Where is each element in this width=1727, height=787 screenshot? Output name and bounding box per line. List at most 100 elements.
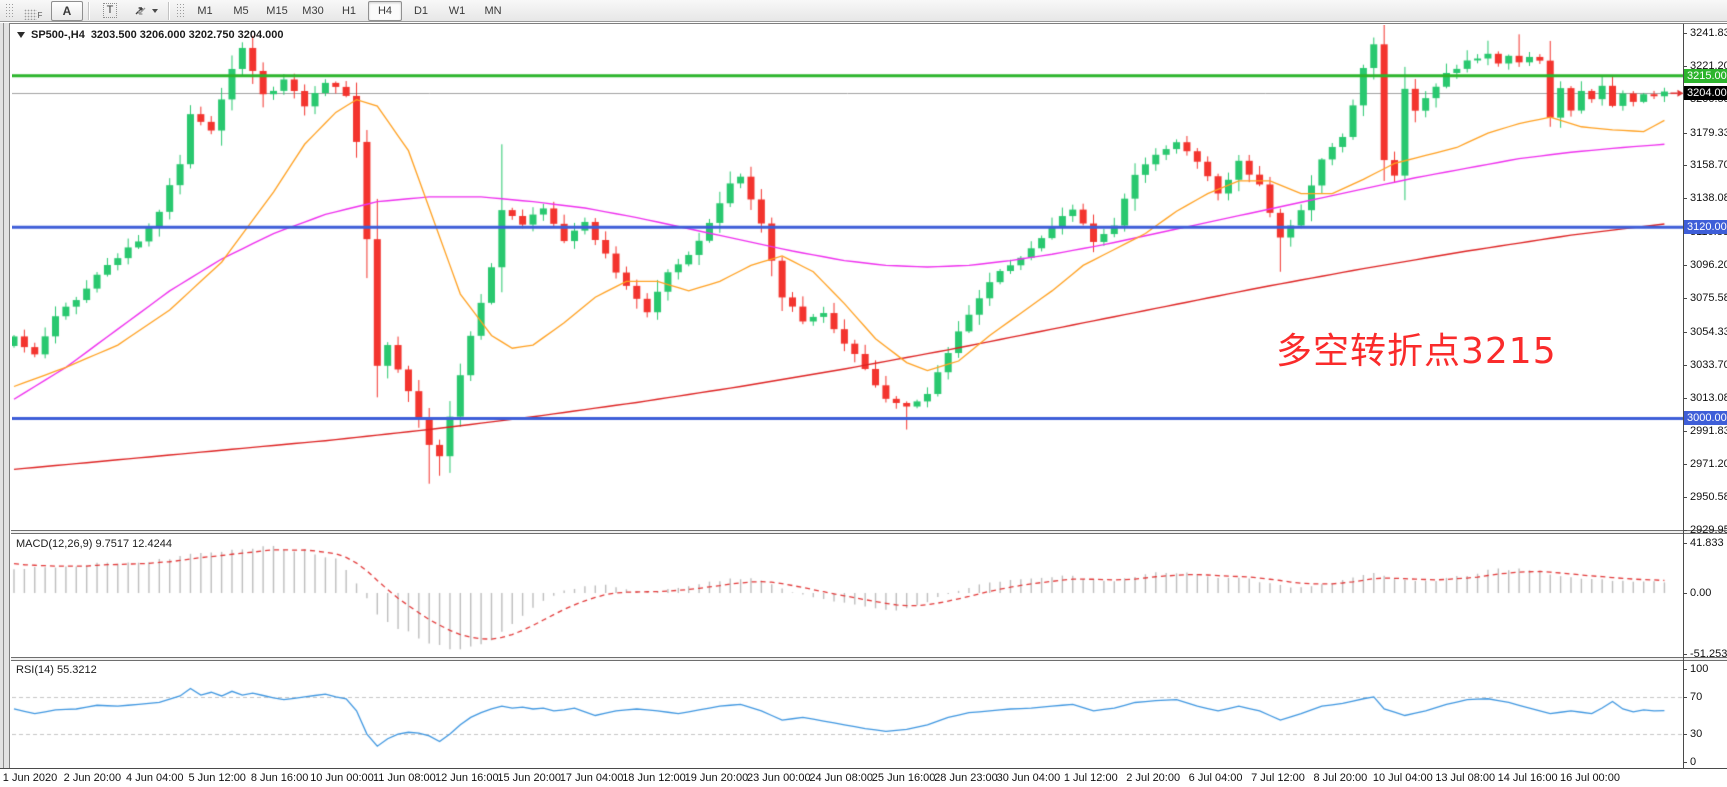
chart-annotation-text[interactable]: 多空转折点3215 (1276, 331, 1557, 372)
time-axis-label: 5 Jun 12:00 (188, 772, 246, 784)
price-tick-label: 3013.080 (1690, 392, 1727, 404)
time-axis-label: 28 Jun 23:00 (934, 772, 998, 784)
time-axis-label: 2 Jul 20:00 (1126, 772, 1181, 784)
top-toolbar: F A T M1 M5 M15 M30 H1 H4 D1 W1 MN (0, 0, 1727, 22)
price-badge-3204-000: 3204.000 (1684, 86, 1727, 100)
font-a-button[interactable]: A (51, 0, 83, 21)
toolbar-separator (88, 1, 89, 20)
time-axis-label: 7 Jul 12:00 (1251, 772, 1305, 784)
time-axis-label: 10 Jun 00:00 (310, 772, 374, 784)
time-axis-label: 1 Jul 12:00 (1063, 772, 1118, 784)
axis-tick (1683, 734, 1687, 735)
rsi-tick-label: 70 (1690, 691, 1703, 703)
time-axis-label: 17 Jun 04:00 (559, 772, 624, 784)
timeframe-h1[interactable]: H1 (341, 4, 357, 17)
axis-tick (1683, 543, 1687, 544)
ohlc-values: 3203.500 3206.000 3202.750 3204.000 (90, 29, 284, 41)
axis-tick (1683, 762, 1687, 763)
rsi-tick-label: 100 (1690, 663, 1709, 675)
axis-tick (1683, 398, 1687, 399)
time-axis-label: 12 Jun 16:00 (434, 772, 499, 784)
symbol-period-label: SP500-,H4 (31, 29, 85, 41)
window-bottom-border (0, 768, 1727, 769)
template-f-label: F (37, 10, 43, 20)
time-axis-label: 11 Jun 08:00 (372, 772, 436, 784)
macd-label: MACD(12,26,9) 9.7517 12.4244 (16, 538, 172, 550)
axis-tick (1683, 654, 1687, 655)
price-tick-label: 2971.205 (1690, 458, 1727, 470)
time-axis-label: 18 Jun 12:00 (622, 772, 686, 784)
rsi-indicator-canvas[interactable] (12, 661, 1683, 768)
axis-tick (1683, 464, 1687, 465)
timeframe-h4[interactable]: H4 (368, 0, 402, 21)
symbol-dropdown-icon[interactable] (17, 32, 25, 38)
axis-tick (1683, 66, 1687, 67)
axis-tick (1683, 497, 1687, 498)
time-axis-label: 30 Jun 04:00 (996, 772, 1061, 784)
objects-tool-button[interactable] (128, 1, 163, 21)
time-axis-label: 25 Jun 16:00 (871, 772, 936, 784)
window-left-gutter (0, 23, 10, 768)
time-axis-label: 1 Jun 2020 (2, 772, 58, 784)
axis-tick (1683, 198, 1687, 199)
macd-tick-label: 0.00 (1690, 587, 1712, 599)
timeframe-m15[interactable]: M15 (266, 4, 288, 17)
price-tick-label: 3096.205 (1690, 259, 1727, 271)
toolbar-separator (168, 1, 169, 20)
time-axis-label: 8 Jun 16:00 (250, 772, 309, 784)
time-axis-label: 6 Jul 04:00 (1188, 772, 1243, 784)
macd-tick-label: 41.833 (1690, 537, 1724, 549)
time-axis-label: 15 Jun 20:00 (497, 772, 561, 784)
price-badge-3120-000: 3120.000 (1684, 220, 1727, 234)
timeframe-mn[interactable]: MN (484, 4, 502, 17)
axis-tick (1683, 697, 1687, 698)
time-axis-label: 13 Jul 08:00 (1435, 772, 1496, 784)
toolbar-drag-handle[interactable] (5, 2, 13, 19)
time-axis-label: 8 Jul 20:00 (1313, 772, 1368, 784)
axis-tick (1683, 431, 1687, 432)
timeframe-m30[interactable]: M30 (302, 4, 324, 17)
timeframe-m1[interactable]: M1 (197, 4, 213, 17)
price-tick-label: 3158.705 (1690, 159, 1727, 171)
rsi-tick-label: 0 (1690, 756, 1697, 768)
macd-indicator-canvas[interactable] (12, 534, 1683, 657)
timeframe-toolbar: M1 M5 M15 M30 H1 H4 D1 W1 MN (187, 0, 511, 21)
rsi-label: RSI(14) 55.3212 (16, 664, 97, 676)
main-chart-canvas[interactable] (12, 25, 1683, 530)
template-button[interactable]: F (17, 1, 49, 21)
price-badge-3215-000: 3215.000 (1684, 69, 1727, 83)
axis-tick (1683, 332, 1687, 333)
panel-divider-main-macd[interactable] (11, 530, 1727, 534)
price-tick-label: 2929.955 (1690, 524, 1727, 536)
price-badge-3000-000: 3000.000 (1684, 411, 1727, 425)
double-arrow-icon (135, 6, 146, 15)
timeframe-d1[interactable]: D1 (413, 4, 429, 17)
time-axis-label: 2 Jun 20:00 (63, 772, 122, 784)
timeframe-m5[interactable]: M5 (233, 4, 249, 17)
timeframe-drag-handle[interactable] (176, 2, 184, 19)
axis-tick (1683, 365, 1687, 366)
time-axis-label: 14 Jul 16:00 (1497, 772, 1558, 784)
price-tick-label: 3075.580 (1690, 292, 1727, 304)
axis-tick (1683, 33, 1687, 34)
price-tick-label: 2950.580 (1690, 491, 1727, 503)
axis-tick (1683, 265, 1687, 266)
chart-title: SP500-,H4 3203.500 3206.000 3202.750 320… (17, 29, 284, 41)
time-axis-label: 16 Jul 00:00 (1560, 772, 1620, 784)
time-axis-label: 24 Jun 08:00 (809, 772, 873, 784)
axis-tick (1683, 530, 1687, 531)
dropdown-caret-icon (152, 8, 158, 13)
axis-tick (1683, 133, 1687, 134)
axis-tick (1683, 298, 1687, 299)
price-axis-border (1683, 24, 1684, 768)
price-tick-label: 2991.830 (1690, 425, 1727, 437)
panel-divider-macd-rsi[interactable] (11, 657, 1727, 661)
price-tick-label: 3054.330 (1690, 326, 1727, 338)
timeframe-w1[interactable]: W1 (448, 4, 466, 17)
axis-tick (1683, 669, 1687, 670)
time-axis-label: 19 Jun 20:00 (684, 772, 749, 784)
rsi-tick-label: 30 (1690, 728, 1703, 740)
time-axis-label: 4 Jun 04:00 (126, 772, 184, 784)
text-tool-button[interactable]: T (94, 1, 126, 21)
window-top-border (10, 23, 1727, 24)
